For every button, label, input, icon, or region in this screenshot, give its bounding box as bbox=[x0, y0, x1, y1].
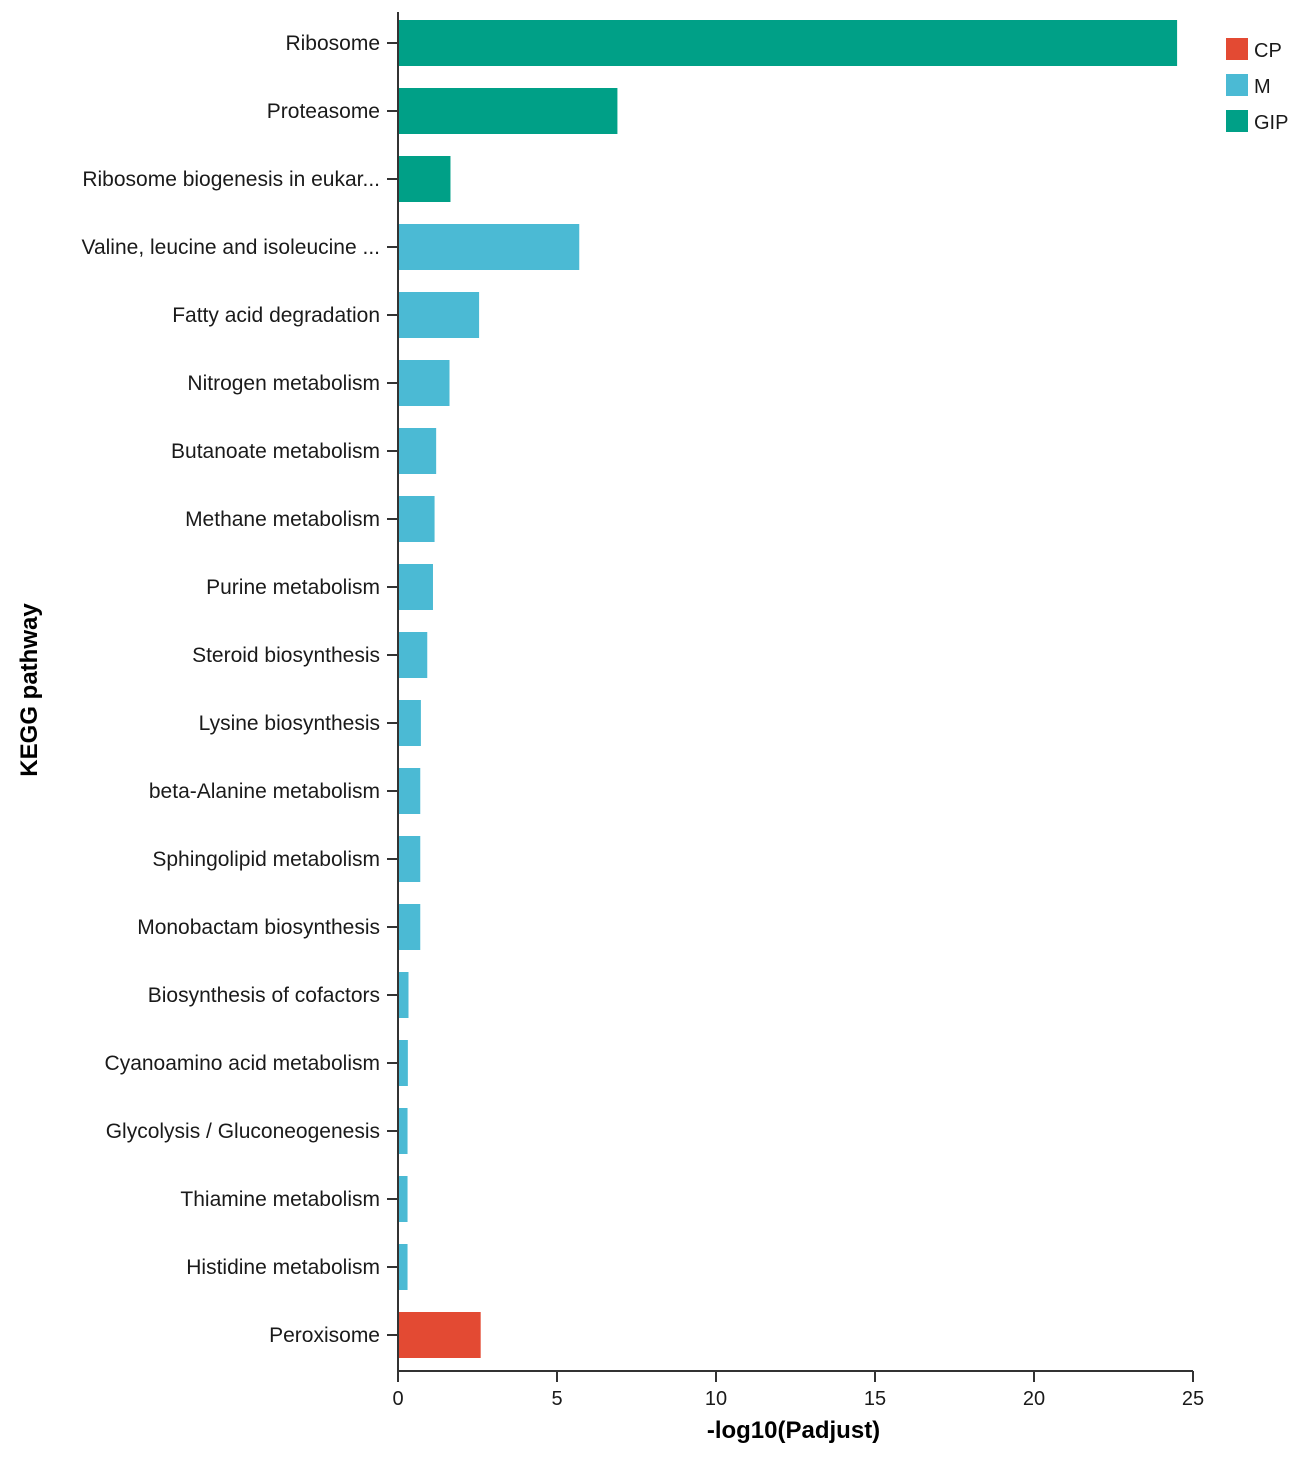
bar-lysine-biosynthesis bbox=[398, 700, 421, 746]
bar-nitrogen-metabolism bbox=[398, 360, 450, 406]
bar-histidine-metabolism bbox=[398, 1244, 408, 1290]
legend: CP M GIP bbox=[1226, 38, 1288, 134]
x-tick-label-10: 10 bbox=[705, 1388, 727, 1410]
legend-swatch-gip bbox=[1226, 110, 1248, 132]
bars-layer bbox=[398, 20, 1178, 1358]
y-tick-label-ribosome: Ribosome bbox=[285, 32, 380, 55]
x-axis: 0 5 10 15 20 25 bbox=[392, 1371, 1204, 1410]
x-tick-label-25: 25 bbox=[1182, 1388, 1204, 1410]
y-tick-label-proteasome: Proteasome bbox=[267, 100, 380, 123]
x-tick-label-20: 20 bbox=[1023, 1388, 1045, 1410]
bar-cyanoamino-acid-metabolism bbox=[398, 1040, 408, 1086]
x-tick-label-0: 0 bbox=[392, 1388, 403, 1410]
y-tick-label-glycolysis-gluconeogenesis: Glycolysis / Gluconeogenesis bbox=[106, 1120, 380, 1143]
legend-label-cp: CP bbox=[1254, 40, 1282, 62]
y-axis-labels: Ribosome Proteasome Ribosome biogenesis in… bbox=[82, 32, 398, 1347]
y-tick-label-ribosome-biogenesis-in-eukar: Ribosome biogenesis in eukar... bbox=[82, 168, 380, 191]
y-tick-label-nitrogen-metabolism: Nitrogen metabolism bbox=[187, 372, 380, 395]
y-tick-label-monobactam-biosynthesis: Monobactam biosynthesis bbox=[137, 916, 380, 939]
bar-ribosome-biogenesis-in-eukar bbox=[398, 156, 451, 202]
y-tick-label-thiamine-metabolism: Thiamine metabolism bbox=[180, 1188, 380, 1211]
legend-swatch-m bbox=[1226, 74, 1248, 96]
legend-label-m: M bbox=[1254, 76, 1271, 98]
y-tick-label-peroxisome: Peroxisome bbox=[269, 1324, 380, 1347]
bar-peroxisome bbox=[398, 1312, 481, 1358]
y-tick-label-butanoate-metabolism: Butanoate metabolism bbox=[171, 440, 380, 463]
bar-biosynthesis-of-cofactors bbox=[398, 972, 409, 1018]
y-tick-label-lysine-biosynthesis: Lysine biosynthesis bbox=[199, 712, 380, 735]
x-tick-label-15: 15 bbox=[864, 1388, 886, 1410]
y-tick-label-beta-alanine-metabolism: beta-Alanine metabolism bbox=[149, 780, 380, 803]
bar-butanoate-metabolism bbox=[398, 428, 437, 474]
legend-label-gip: GIP bbox=[1254, 112, 1288, 134]
bar-monobactam-biosynthesis bbox=[398, 904, 421, 950]
y-tick-label-sphingolipid-metabolism: Sphingolipid metabolism bbox=[152, 848, 380, 871]
bar-proteasome bbox=[398, 88, 618, 134]
y-axis-title: KEGG pathway bbox=[16, 603, 43, 777]
legend-swatch-cp bbox=[1226, 38, 1248, 60]
x-tick-label-5: 5 bbox=[551, 1388, 562, 1410]
bar-thiamine-metabolism bbox=[398, 1176, 408, 1222]
y-tick-label-purine-metabolism: Purine metabolism bbox=[206, 576, 380, 599]
y-tick-label-biosynthesis-of-cofactors: Biosynthesis of cofactors bbox=[148, 984, 380, 1007]
y-tick-label-cyanoamino-acid-metabolism: Cyanoamino acid metabolism bbox=[105, 1052, 380, 1075]
bar-beta-alanine-metabolism bbox=[398, 768, 421, 814]
bar-valine-leucine-and-isoleucine bbox=[398, 224, 580, 270]
y-tick-label-histidine-metabolism: Histidine metabolism bbox=[186, 1256, 380, 1279]
bar-ribosome bbox=[398, 20, 1178, 66]
x-axis-title: -log10(Padjust) bbox=[707, 1417, 880, 1444]
y-tick-label-steroid-biosynthesis: Steroid biosynthesis bbox=[192, 644, 380, 667]
bar-fatty-acid-degradation bbox=[398, 292, 480, 338]
bar-sphingolipid-metabolism bbox=[398, 836, 421, 882]
bar-glycolysis-gluconeogenesis bbox=[398, 1108, 408, 1154]
bar-purine-metabolism bbox=[398, 564, 433, 610]
bar-methane-metabolism bbox=[398, 496, 435, 542]
bar-steroid-biosynthesis bbox=[398, 632, 428, 678]
y-tick-label-valine-leucine-and-isoleucine: Valine, leucine and isoleucine ... bbox=[82, 236, 380, 259]
y-tick-label-methane-metabolism: Methane metabolism bbox=[185, 508, 380, 531]
y-tick-label-fatty-acid-degradation: Fatty acid degradation bbox=[172, 304, 380, 327]
